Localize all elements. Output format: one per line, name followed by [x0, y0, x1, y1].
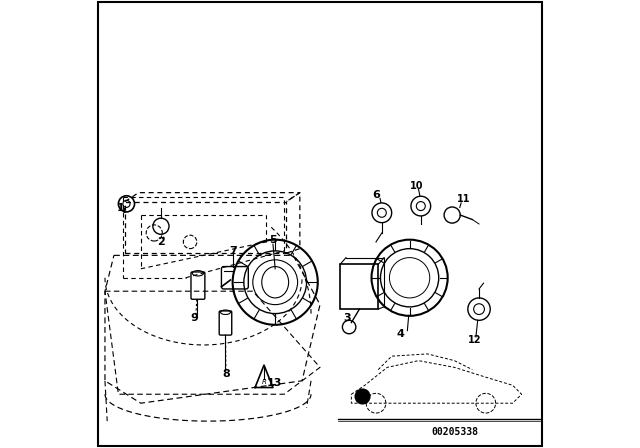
Text: 5: 5: [269, 235, 276, 245]
Text: 2: 2: [157, 237, 165, 247]
Text: 8: 8: [222, 369, 230, 379]
Text: 3: 3: [343, 313, 351, 323]
Text: 1: 1: [116, 203, 125, 213]
Text: 10: 10: [410, 181, 423, 191]
Text: 7: 7: [228, 246, 237, 256]
Text: 9: 9: [191, 313, 198, 323]
Text: 13: 13: [266, 378, 282, 388]
Text: 11: 11: [456, 194, 470, 204]
Text: R: R: [262, 379, 266, 385]
Text: 6: 6: [372, 190, 380, 200]
Text: 4: 4: [397, 329, 404, 339]
Text: 12: 12: [468, 336, 481, 345]
Text: 00205338: 00205338: [431, 427, 478, 437]
Circle shape: [355, 388, 371, 405]
